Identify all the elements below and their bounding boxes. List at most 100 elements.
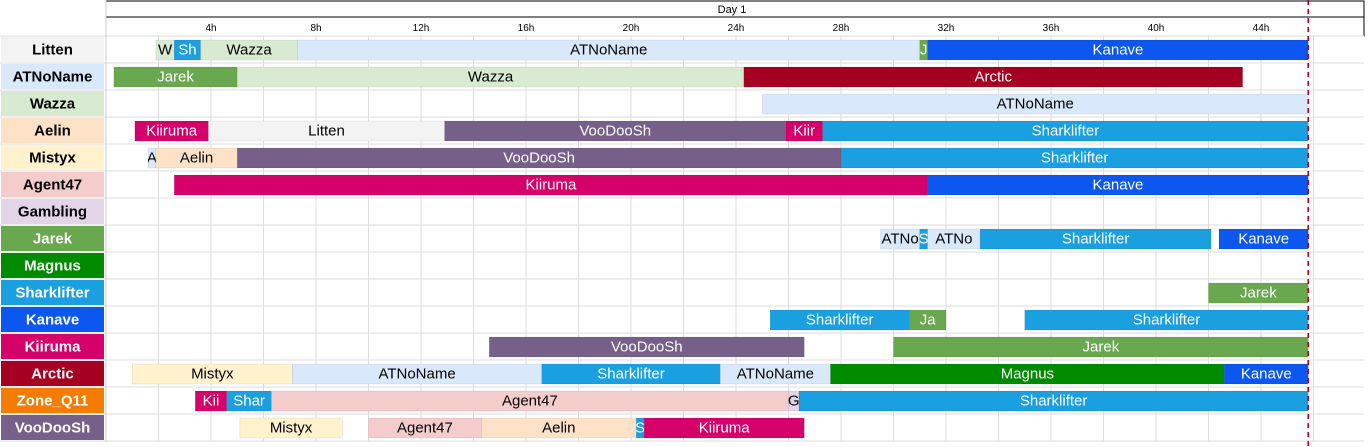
gantt-bar-label: Wazza: [226, 42, 272, 59]
x-tick-label: 32h: [938, 23, 955, 34]
gantt-bar[interactable]: Kiiruma: [643, 417, 805, 439]
x-tick-label: 12h: [413, 23, 430, 34]
gantt-bar-label: Kanave: [1238, 231, 1289, 248]
gantt-bar-label: Arctic: [975, 69, 1013, 86]
gantt-bar[interactable]: ATNoName: [762, 93, 1309, 115]
gantt-bar[interactable]: A: [147, 147, 157, 169]
gantt-bar-label: Kanave: [1093, 42, 1144, 59]
gantt-bar[interactable]: Wazza: [200, 39, 298, 61]
gantt-bar[interactable]: ATNoName: [297, 39, 920, 61]
gantt-bar[interactable]: Mistyx: [239, 417, 343, 439]
gantt-bar[interactable]: Agent47: [368, 417, 482, 439]
row-label: Magnus: [24, 258, 81, 275]
gantt-bar[interactable]: Kii: [195, 390, 227, 412]
gantt-bar[interactable]: Kiir: [785, 120, 823, 142]
gantt-bar[interactable]: Kanave: [927, 174, 1309, 196]
row-label-cell: [1, 253, 104, 278]
row-label: ATNoName: [13, 69, 93, 86]
x-tick-label: 36h: [1043, 23, 1060, 34]
gantt-bar[interactable]: Kiiruma: [134, 120, 209, 142]
gantt-bar-label: Wazza: [468, 69, 514, 86]
gantt-bar[interactable]: Litten: [208, 120, 445, 142]
gantt-bar[interactable]: Sharklifter: [541, 363, 721, 385]
gantt-bar-rect[interactable]: [743, 66, 1243, 88]
gantt-bar[interactable]: Agent47: [271, 390, 789, 412]
gantt-bar[interactable]: G: [788, 390, 800, 412]
row-label-cell: [1, 118, 104, 143]
gantt-bar[interactable]: Kiiruma: [174, 174, 928, 196]
gantt-bar[interactable]: Arctic: [743, 66, 1243, 88]
row-label: Aelin: [34, 123, 71, 140]
gantt-bar[interactable]: J: [919, 39, 928, 61]
gantt-bar-label: A: [147, 150, 157, 167]
gantt-bar[interactable]: Shar: [226, 390, 272, 412]
x-tick-label: 4h: [205, 23, 216, 34]
gantt-bar-rect[interactable]: [239, 417, 343, 439]
gantt-bar[interactable]: Jarek: [113, 66, 238, 88]
gantt-bar[interactable]: ATNo: [927, 228, 981, 250]
header-layer: Day 1 4h 8h 12h 16h 20h 24h 28h 32h 36h 40h 44h: [205, 4, 1269, 34]
row-labels-layer: Litten ATNoName Wazza Aelin Mistyx Agent47 Gam…: [1, 37, 104, 440]
gantt-bar-label: Sharklifter: [1032, 123, 1100, 140]
row-label-cell: [1, 226, 104, 251]
row-label: VooDooSh: [15, 420, 91, 437]
gantt-bar-label: S: [635, 420, 645, 437]
row-label-cell: [1, 145, 104, 170]
gantt-bar[interactable]: Jarek: [893, 336, 1309, 358]
gantt-bar[interactable]: S: [919, 228, 929, 250]
gantt-bar-label: Jarek: [1240, 285, 1277, 302]
gantt-bar[interactable]: W: [155, 39, 175, 61]
gantt-bar[interactable]: Aelin: [481, 417, 637, 439]
gantt-bar-label: VooDooSh: [611, 339, 683, 356]
gantt-bar-label: Aelin: [542, 420, 575, 437]
x-tick-label: 40h: [1148, 23, 1165, 34]
gantt-bar[interactable]: Ja: [909, 309, 947, 331]
gantt-bar[interactable]: Kanave: [927, 39, 1309, 61]
gantt-bar[interactable]: Sharklifter: [769, 309, 910, 331]
gantt-bar[interactable]: Sharklifter: [822, 120, 1309, 142]
gantt-bar-label: Sharklifter: [1062, 231, 1130, 248]
gantt-bar-label: Kiiruma: [526, 177, 578, 194]
row-label-cell: [1, 334, 104, 359]
gantt-bar-label: Sharklifter: [1020, 393, 1088, 410]
gantt-bar[interactable]: Wazza: [237, 66, 745, 88]
gantt-bar-label: Shar: [233, 393, 265, 410]
gantt-bar[interactable]: ATNoName: [720, 363, 831, 385]
gantt-bar-label: VooDooSh: [579, 123, 651, 140]
gantt-bar[interactable]: ATNoName: [292, 363, 542, 385]
gantt-bar[interactable]: VooDooSh: [237, 147, 842, 169]
gantt-bar[interactable]: Mistyx: [132, 363, 293, 385]
row-label: Wazza: [30, 96, 76, 113]
gantt-bar[interactable]: Sharklifter: [1024, 309, 1309, 331]
gantt-bar[interactable]: Kanave: [1218, 228, 1309, 250]
gantt-bar-label: ATNoName: [737, 366, 814, 383]
gantt-bar-label: Kii: [203, 393, 220, 410]
gantt-bar-rect[interactable]: [979, 228, 1212, 250]
gantt-bar-label: G: [788, 393, 800, 410]
row-label-cell: [1, 307, 104, 332]
gantt-bar-rect[interactable]: [643, 417, 805, 439]
gantt-bar[interactable]: ATNo: [880, 228, 920, 250]
gantt-bar-label: Sharklifter: [1041, 150, 1109, 167]
gantt-bar[interactable]: Sharklifter: [798, 390, 1309, 412]
gantt-bar-rect[interactable]: [909, 309, 947, 331]
gantt-bar[interactable]: Jarek: [1208, 282, 1309, 304]
gantt-bar[interactable]: VooDooSh: [444, 120, 787, 142]
gantt-bar-rect[interactable]: [489, 336, 805, 358]
row-label: Gambling: [18, 204, 87, 221]
gantt-bar[interactable]: S: [635, 417, 645, 439]
gantt-bar[interactable]: Magnus: [830, 363, 1225, 385]
gantt-bar[interactable]: VooDooSh: [489, 336, 805, 358]
row-label: Sharklifter: [15, 285, 89, 302]
row-label: Arctic: [31, 366, 74, 383]
bars-layer: W Sh Wazza ATNoName J Kanave Jarek Wazza Arctic A…: [113, 39, 1309, 439]
gantt-bar[interactable]: Sharklifter: [979, 228, 1212, 250]
row-label: Zone_Q11: [17, 393, 89, 410]
gantt-bar[interactable]: Aelin: [155, 147, 238, 169]
gantt-bar-label: Kiir: [793, 123, 815, 140]
gantt-bar[interactable]: Sharklifter: [840, 147, 1309, 169]
gantt-bar[interactable]: Kanave: [1224, 363, 1309, 385]
gantt-bar[interactable]: Sh: [174, 39, 201, 61]
gantt-bar-label: Jarek: [1083, 339, 1120, 356]
